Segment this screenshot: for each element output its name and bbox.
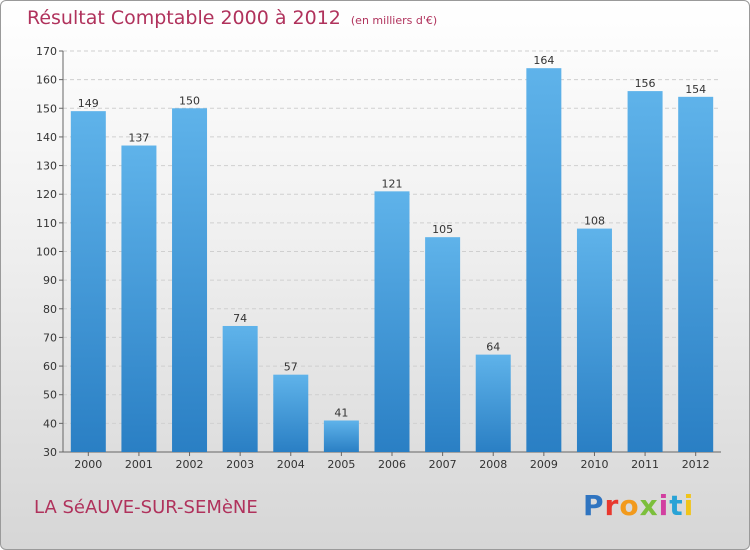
town-name: LA SéAUVE-SUR-SEMèNE: [34, 497, 258, 518]
title-row: Résultat Comptable 2000 à 2012 (en millie…: [27, 7, 437, 29]
x-tick-label: 2002: [176, 458, 204, 471]
bar: [323, 420, 359, 452]
y-tick-label: 170: [36, 45, 57, 58]
proxiti-logo: Proxiti: [583, 489, 694, 522]
y-tick-label: 140: [36, 131, 57, 144]
bar: [627, 91, 663, 452]
bar: [222, 325, 258, 452]
y-tick-label: 100: [36, 246, 57, 259]
data-label: 154: [685, 83, 706, 96]
logo-letter: o: [619, 489, 640, 522]
x-tick-label: 2000: [74, 458, 102, 471]
bar: [425, 237, 461, 452]
y-tick-label: 130: [36, 160, 57, 173]
data-label: 137: [128, 132, 149, 145]
y-tick-label: 40: [43, 417, 57, 430]
x-tick-label: 2011: [631, 458, 659, 471]
data-label: 121: [382, 177, 403, 190]
data-label: 149: [78, 97, 99, 110]
y-tick-label: 110: [36, 217, 57, 230]
y-tick-label: 30: [43, 446, 57, 459]
logo-letter: i: [658, 489, 670, 522]
bar: [121, 145, 157, 452]
y-tick-label: 120: [36, 188, 57, 201]
bar: [475, 354, 511, 452]
y-tick-label: 70: [43, 331, 57, 344]
data-label: 105: [432, 223, 453, 236]
data-label: 156: [635, 77, 656, 90]
bar: [172, 108, 208, 453]
y-tick-label: 150: [36, 102, 57, 115]
logo-letter: r: [604, 489, 620, 522]
bar: [374, 191, 410, 452]
bar: [576, 228, 612, 452]
bar: [678, 96, 714, 452]
bar: [70, 111, 106, 453]
data-label: 74: [233, 312, 247, 325]
x-tick-label: 2009: [530, 458, 558, 471]
logo-letter: x: [639, 489, 659, 522]
chart-title: Résultat Comptable 2000 à 2012: [27, 7, 341, 29]
logo-letter: t: [669, 489, 684, 522]
x-tick-label: 2001: [125, 458, 153, 471]
data-label: 57: [284, 361, 298, 374]
chart-subtitle: (en milliers d'€): [350, 14, 438, 27]
data-label: 64: [486, 341, 500, 354]
y-tick-label: 60: [43, 360, 57, 373]
x-tick-label: 2003: [226, 458, 254, 471]
data-label: 164: [533, 54, 554, 67]
x-tick-label: 2006: [378, 458, 406, 471]
logo-letter: P: [583, 489, 605, 522]
x-tick-label: 2007: [429, 458, 457, 471]
x-tick-label: 2004: [277, 458, 305, 471]
x-tick-label: 2012: [682, 458, 710, 471]
x-tick-label: 2008: [479, 458, 507, 471]
y-tick-label: 90: [43, 274, 57, 287]
data-label: 150: [179, 94, 200, 107]
x-tick-label: 2010: [580, 458, 608, 471]
data-label: 108: [584, 215, 605, 228]
data-label: 41: [334, 406, 348, 419]
y-tick-label: 160: [36, 74, 57, 87]
bar: [526, 68, 562, 452]
x-tick-label: 2005: [327, 458, 355, 471]
bar: [273, 374, 309, 452]
y-tick-label: 50: [43, 389, 57, 402]
logo-letter: i: [683, 489, 695, 522]
y-tick-label: 80: [43, 303, 57, 316]
